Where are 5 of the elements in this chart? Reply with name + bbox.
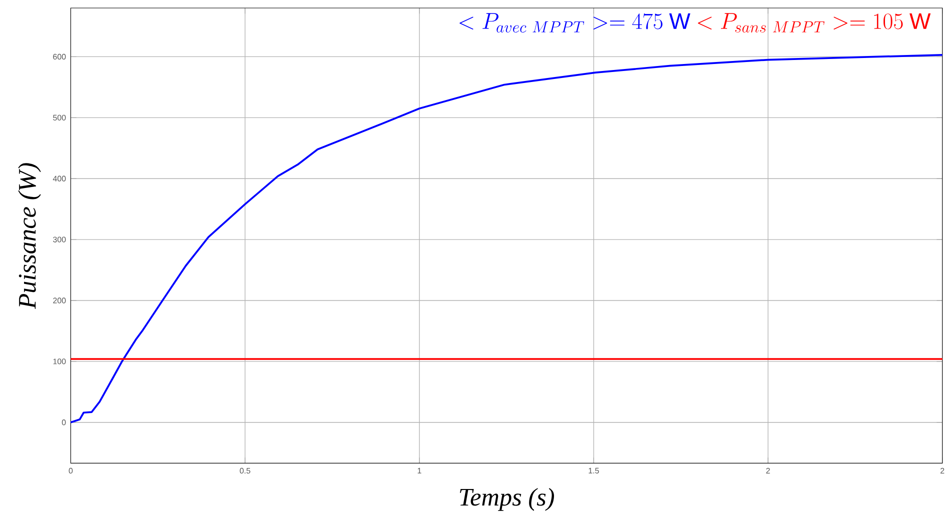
x-axis-title: Temps (s): [460, 488, 554, 511]
annotation: $<P_{avec\ MPPT}> = 475\ \mathrm{W}$: [460, 13, 690, 32]
line-series: [70, 54, 944, 424]
annotation: $<P_{sans\ MPPT}> = 105\ \mathrm{W}$: [698, 13, 931, 32]
y-axis-title: Puissance (W): [18, 163, 41, 309]
